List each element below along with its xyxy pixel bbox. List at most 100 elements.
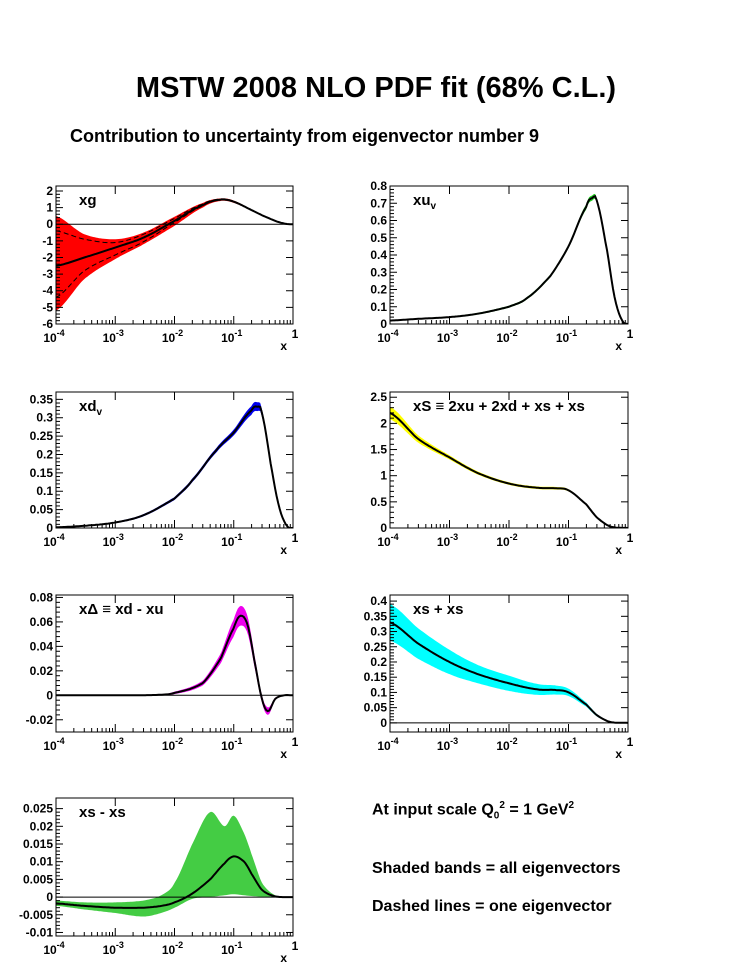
- ytick-label-xS: 0.5: [370, 495, 387, 509]
- ytick-label-xg: -4: [42, 284, 53, 298]
- ytick-label-xsminus: -0.005: [19, 908, 53, 922]
- xtick-label-xuv: 10-4: [377, 328, 398, 345]
- ytick-label-xDelta: 0.04: [30, 639, 54, 653]
- xtick-label-xuv: 10-2: [496, 328, 517, 345]
- ytick-label-xsminus: 0.005: [23, 872, 53, 886]
- xlabel-xsplus: x: [615, 747, 622, 761]
- xtick-label-xuv: 1: [627, 327, 634, 341]
- xtick-label-xS: 10-3: [437, 532, 458, 549]
- panel-label-xuv: xuv: [413, 192, 437, 212]
- ytick-label-xsplus: 0.35: [364, 609, 388, 623]
- xtick-label-xS: 10-4: [377, 532, 398, 549]
- xtick-label-xdv: 10-2: [162, 532, 183, 549]
- ytick-label-xsminus: 0.015: [23, 837, 53, 851]
- ytick-label-xdv: 0.35: [30, 392, 54, 406]
- note-scale-sub: 0: [493, 810, 500, 822]
- page-subtitle: Contribution to uncertainty from eigenve…: [70, 126, 540, 146]
- ytick-label-xDelta: 0.06: [30, 615, 54, 629]
- ytick-label-xsplus: 0.2: [370, 655, 387, 669]
- xtick-label-xg: 10-3: [103, 328, 124, 345]
- chart-xsplus: 00.05 0.10.150.20.250.3 0.350.4 10-4 10-3 10-…: [364, 594, 634, 761]
- xtick-label-xdv: 10-1: [221, 532, 242, 549]
- note-scale-sup: 2: [499, 800, 505, 811]
- xlabel-xS: x: [615, 543, 622, 557]
- ytick-label-xsplus: 0.4: [370, 594, 387, 608]
- ytick-label-xsplus: 0.15: [364, 670, 388, 684]
- chart-xdv: 0 0.05 0.1 0.15 0.2 0.25 0.3 0.35 10-4 10-3 10-2 10…: [30, 391, 299, 557]
- ytick-label-xuv: 0.7: [370, 196, 387, 210]
- ytick-label-xuv: 0.1: [370, 300, 387, 314]
- central-line-xg: [56, 198, 293, 267]
- panel-label-xsplus: xs + xs: [413, 601, 463, 618]
- ytick-label-xdv: 0.15: [30, 466, 54, 480]
- xtick-label-xsminus: 10-2: [162, 940, 183, 957]
- xtick-label-xuv: 10-3: [437, 328, 458, 345]
- xtick-label-xdv: 1: [292, 531, 299, 545]
- xtick-label-xsplus: 10-2: [496, 736, 517, 753]
- band-xsplus: [390, 604, 628, 723]
- xtick-label-xg: 10-2: [162, 328, 183, 345]
- xtick-label-xg: 10-1: [221, 328, 242, 345]
- xtick-label-xg: 10-4: [43, 328, 64, 345]
- xlabel-xg: x: [280, 339, 287, 353]
- ytick-label-xsminus: 0.02: [30, 819, 54, 833]
- ytick-label-xuv: 0.8: [370, 179, 387, 193]
- band-xDelta: [56, 605, 293, 715]
- ytick-label-xsminus: -0.01: [26, 925, 54, 939]
- ytick-label-xDelta: 0: [46, 688, 53, 702]
- page-title: MSTW 2008 NLO PDF fit (68% C.L.): [135, 72, 617, 104]
- note-scale-prefix: At input scale Q: [372, 801, 494, 819]
- ytick-label-xS: 1: [380, 469, 387, 483]
- central-line-xdv: [56, 405, 293, 528]
- ytick-label-xg: 1: [46, 201, 53, 215]
- xtick-label-xsminus: 10-3: [103, 940, 124, 957]
- panel-label-xdv: xdv: [79, 398, 103, 418]
- ytick-label-xuv: 0.5: [370, 231, 387, 245]
- central-line-xsplus: [390, 621, 628, 724]
- xtick-label-xsplus: 1: [627, 735, 634, 749]
- note-shaded-bands: Shaded bands = all eigenvectors: [372, 860, 621, 877]
- ytick-label-xg: 2: [46, 184, 53, 198]
- xtick-label-xdv: 10-4: [43, 532, 64, 549]
- xtick-label-xS: 1: [627, 531, 634, 545]
- plot-area-xuv: [390, 193, 628, 324]
- xtick-label-xDelta: 10-4: [43, 736, 64, 753]
- note-scale-mid: = 1 GeV: [504, 801, 569, 819]
- ytick-label-xdv: 0.3: [36, 411, 53, 425]
- ytick-label-xdv: 0.25: [30, 429, 54, 443]
- central-line-xsminus: [56, 855, 293, 909]
- xtick-label-xsminus: 10-4: [43, 940, 64, 957]
- ytick-label-xuv: 0.6: [370, 214, 387, 228]
- ytick-label-xuv: 0.2: [370, 283, 387, 297]
- ytick-label-xsplus: 0.1: [370, 685, 387, 699]
- ytick-label-xuv: 0.4: [370, 248, 387, 262]
- ytick-label-xg: 0: [46, 217, 53, 231]
- xtick-label-xDelta: 10-1: [221, 736, 242, 753]
- xtick-label-xsplus: 10-3: [437, 736, 458, 753]
- ytick-label-xsplus: 0.05: [364, 701, 388, 715]
- ytick-label-xsplus: 0: [380, 716, 387, 730]
- ytick-label-xS: 2: [380, 416, 387, 430]
- xtick-label-xS: 10-2: [496, 532, 517, 549]
- ytick-label-xsminus: 0: [46, 890, 53, 904]
- ytick-label-xS: 1.5: [370, 443, 387, 457]
- xtick-label-xdv: 10-3: [103, 532, 124, 549]
- ytick-label-xdv: 0.05: [30, 503, 54, 517]
- ytick-label-xdv: 0: [46, 521, 53, 535]
- xtick-label-xDelta: 10-3: [103, 736, 124, 753]
- xlabel-xsminus: x: [280, 951, 287, 965]
- plot-area-xS: [390, 406, 628, 528]
- xtick-label-xsminus: 1: [292, 939, 299, 953]
- xtick-label-xDelta: 10-2: [162, 736, 183, 753]
- band-xdv: [56, 401, 293, 528]
- xtick-label-xsminus: 10-1: [221, 940, 242, 957]
- central-line-xS: [390, 412, 628, 528]
- ytick-label-xS: 2.5: [370, 390, 387, 404]
- plot-area-xDelta: [56, 605, 293, 715]
- xtick-label-xg: 1: [292, 327, 299, 341]
- ytick-label-xg: -3: [42, 267, 53, 281]
- xlabel-xdv: x: [280, 543, 287, 557]
- ytick-label-xsplus: 0.3: [370, 625, 387, 639]
